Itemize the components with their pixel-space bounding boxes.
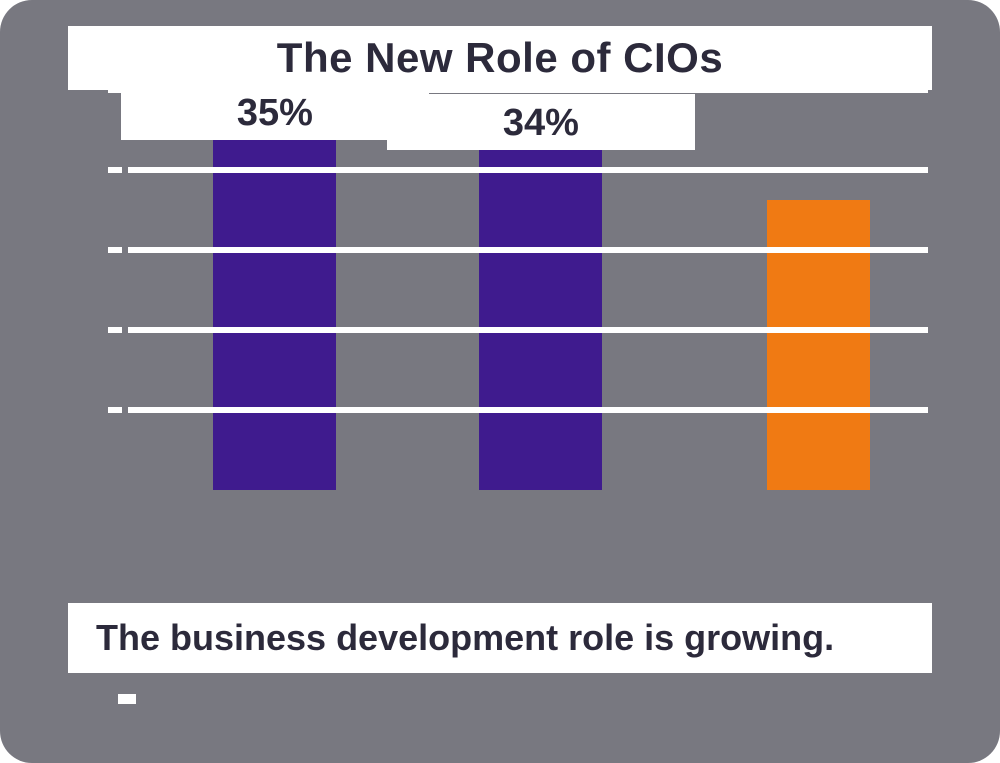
- decorative-chip: [118, 694, 136, 704]
- bar-chart: 35% 34%: [68, 90, 932, 510]
- chart-title: The New Role of CIOs: [277, 34, 723, 82]
- tick-right: [914, 167, 928, 173]
- caption-text: The business development role is growing…: [96, 617, 834, 659]
- plot-region: 35% 34%: [128, 90, 922, 490]
- gridline: [128, 407, 922, 413]
- tick-left: [108, 327, 122, 333]
- title-band: The New Role of CIOs: [68, 26, 932, 90]
- tick-left: [108, 167, 122, 173]
- gridline: [128, 247, 922, 253]
- tick-right: [914, 87, 928, 93]
- gridline: [128, 87, 922, 93]
- infographic-panel: The New Role of CIOs 35% 34% The business…: [0, 0, 1000, 763]
- bars-layer: 35% 34%: [128, 90, 922, 490]
- tick-right: [914, 247, 928, 253]
- tick-left: [108, 407, 122, 413]
- bar-1: [479, 150, 602, 490]
- gridline: [128, 327, 922, 333]
- tick-right: [914, 407, 928, 413]
- bar-0: [213, 140, 336, 490]
- caption-band: The business development role is growing…: [68, 603, 932, 673]
- bar-label-0: 35%: [237, 92, 313, 135]
- gridline: [128, 167, 922, 173]
- tick-right: [914, 327, 928, 333]
- bar-2: [767, 200, 870, 490]
- bar-label-1: 34%: [503, 102, 579, 145]
- tick-left: [108, 87, 122, 93]
- tick-left: [108, 247, 122, 253]
